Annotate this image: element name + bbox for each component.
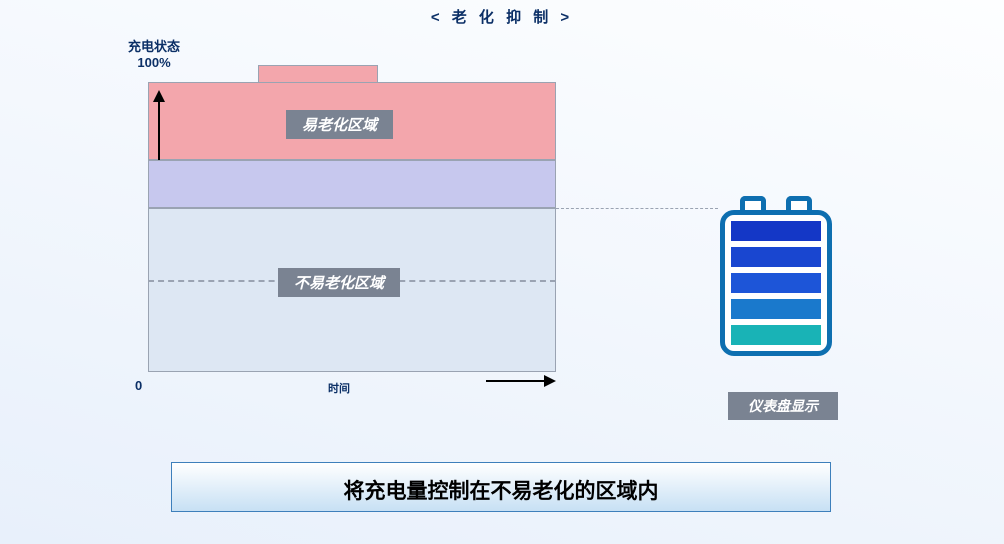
battery-bar xyxy=(731,273,821,293)
y-axis-arrow-head xyxy=(153,90,165,102)
battery-bar xyxy=(731,221,821,241)
origin-label: 0 xyxy=(135,378,142,393)
x-axis-arrow-head xyxy=(544,375,556,387)
battery-bar xyxy=(731,325,821,345)
y-axis-arrow-line xyxy=(158,100,160,160)
battery-bar xyxy=(731,299,821,319)
caption-box: 将充电量控制在不易老化的区域内 xyxy=(171,462,831,512)
connector-line xyxy=(556,208,718,209)
x-axis-arrow-line xyxy=(486,380,546,382)
y-axis-label: 充电状态 100% xyxy=(128,39,180,72)
label-aging-zone: 易老化区域 xyxy=(286,110,393,139)
chart-notch xyxy=(258,65,378,82)
label-safe-zone: 不易老化区域 xyxy=(278,268,400,297)
battery-bar xyxy=(731,247,821,267)
battery-label: 仪表盘显示 xyxy=(728,392,838,420)
x-axis-label: 时间 xyxy=(328,380,350,396)
y-axis-label-line1: 充电状态 xyxy=(128,39,180,54)
page-title: < 老 化 抑 制 > xyxy=(0,6,1004,27)
y-axis-label-line2: 100% xyxy=(137,55,170,70)
zone-buffer xyxy=(148,160,556,208)
